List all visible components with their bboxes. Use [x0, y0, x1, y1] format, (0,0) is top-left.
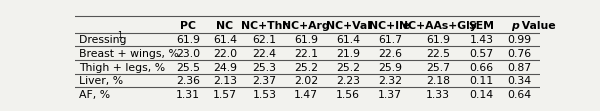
Text: 62.1: 62.1 [253, 35, 277, 45]
Text: 61.7: 61.7 [378, 35, 402, 45]
Text: 22.6: 22.6 [378, 49, 402, 59]
Text: p: p [511, 21, 518, 31]
Text: NC+Ile: NC+Ile [369, 21, 410, 31]
Text: 2.13: 2.13 [213, 76, 237, 86]
Text: 25.3: 25.3 [253, 63, 277, 73]
Text: 1.47: 1.47 [294, 90, 318, 100]
Text: 1.53: 1.53 [253, 90, 277, 100]
Text: NC+Thr: NC+Thr [241, 21, 288, 31]
Text: 22.4: 22.4 [253, 49, 277, 59]
Text: 24.9: 24.9 [213, 63, 237, 73]
Text: 25.2: 25.2 [294, 63, 318, 73]
Text: 22.5: 22.5 [426, 49, 450, 59]
Text: 61.9: 61.9 [426, 35, 450, 45]
Text: 0.14: 0.14 [470, 90, 494, 100]
Text: Dressing: Dressing [79, 35, 130, 45]
Text: 1: 1 [118, 31, 122, 40]
Text: 23.0: 23.0 [176, 49, 200, 59]
Text: Value: Value [518, 21, 556, 31]
Text: 61.4: 61.4 [213, 35, 237, 45]
Text: 2.36: 2.36 [176, 76, 200, 86]
Text: 2.02: 2.02 [294, 76, 318, 86]
Text: 1.31: 1.31 [176, 90, 200, 100]
Text: 61.9: 61.9 [294, 35, 318, 45]
Text: 61.9: 61.9 [176, 35, 200, 45]
Text: 61.4: 61.4 [336, 35, 360, 45]
Text: 2.23: 2.23 [336, 76, 360, 86]
Text: NC+Arg: NC+Arg [283, 21, 330, 31]
Text: 0.87: 0.87 [507, 63, 531, 73]
Text: AF, %: AF, % [79, 90, 110, 100]
Text: 25.7: 25.7 [426, 63, 450, 73]
Text: 25.2: 25.2 [336, 63, 360, 73]
Text: 0.64: 0.64 [507, 90, 531, 100]
Text: SEM: SEM [469, 21, 494, 31]
Text: 0.57: 0.57 [470, 49, 494, 59]
Text: 2.37: 2.37 [253, 76, 277, 86]
Text: 22.1: 22.1 [294, 49, 318, 59]
Text: 1.43: 1.43 [470, 35, 494, 45]
Text: 1.33: 1.33 [426, 90, 450, 100]
Text: 0.66: 0.66 [470, 63, 494, 73]
Text: 1.37: 1.37 [378, 90, 402, 100]
Text: 2.18: 2.18 [426, 76, 450, 86]
Text: 22.0: 22.0 [213, 49, 237, 59]
Text: 2.32: 2.32 [378, 76, 402, 86]
Text: Thigh + legs, %: Thigh + legs, % [79, 63, 165, 73]
Text: 0.34: 0.34 [507, 76, 531, 86]
Text: 1.57: 1.57 [213, 90, 237, 100]
Text: 25.5: 25.5 [176, 63, 200, 73]
Text: 0.76: 0.76 [507, 49, 531, 59]
Text: 0.11: 0.11 [470, 76, 494, 86]
Text: 25.9: 25.9 [378, 63, 402, 73]
Text: 1.56: 1.56 [336, 90, 360, 100]
Text: Breast + wings, %: Breast + wings, % [79, 49, 179, 59]
Text: NC+AAs+Gly: NC+AAs+Gly [399, 21, 477, 31]
Text: PC: PC [180, 21, 196, 31]
Text: 0.99: 0.99 [507, 35, 531, 45]
Text: Liver, %: Liver, % [79, 76, 123, 86]
Text: NC: NC [217, 21, 233, 31]
Text: NC+Val: NC+Val [326, 21, 370, 31]
Text: 21.9: 21.9 [336, 49, 360, 59]
